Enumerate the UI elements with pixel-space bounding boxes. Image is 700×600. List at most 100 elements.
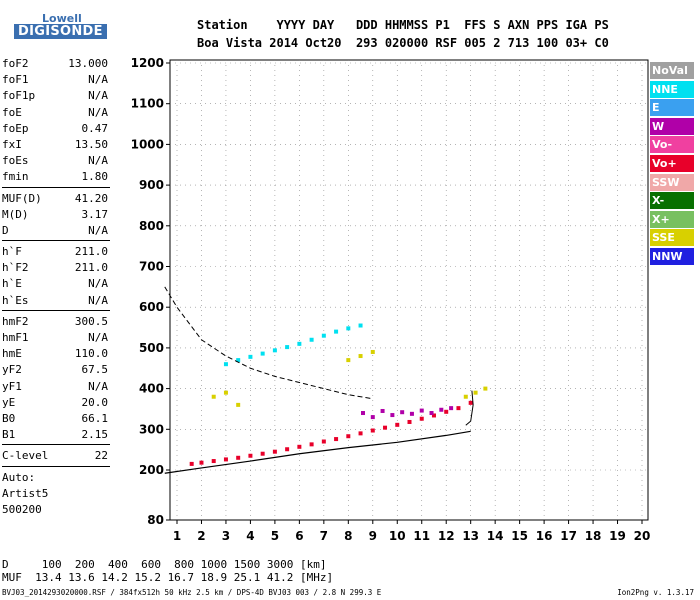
legend-item: NNE [650,80,694,98]
x-tick-label: 11 [413,529,430,543]
param-value: N/A [88,293,108,307]
data-point [309,337,314,342]
param-value: 300.5 [74,314,108,328]
param-row: yF2 67.5 [2,362,110,378]
param-divider [2,465,110,467]
param-value: 2.15 [81,428,109,442]
param-value: N/A [88,105,108,119]
param-value: 211.0 [74,245,108,259]
ionogram-chart: 1 2 3 4 5 6 7 8 9 10 11 12 13 14 15 16 17 18 19 20802003004… [131,56,651,543]
param-value: N/A [88,331,108,344]
data-point [390,413,395,418]
param-row: h`F 211.0 [2,244,110,260]
version-label: Ion2Png v. 1.3.17 [617,588,694,597]
param-name: D [2,223,9,237]
data-point [334,329,339,334]
data-point [272,348,277,353]
legend-item: SSW [650,173,694,191]
data-point [358,354,363,359]
legend-item: NoVal [650,62,694,79]
distance-row: D 100 200 400 600 800 1000 1500 3000 [km… [2,558,327,571]
y-tick-label: 1000 [131,137,164,151]
x-tick-label: 17 [560,529,577,543]
param-value: N/A [88,89,108,103]
x-tick-label: 10 [389,529,406,543]
muf-distance-table: D 100 200 400 600 800 1000 1500 3000 [km… [2,558,333,584]
data-point [236,402,241,407]
param-name: foEs [2,154,29,168]
param-row: M(D) 3.17 [2,207,110,223]
digisonde-logo: Lowell DIGISONDE [4,6,164,46]
data-point [211,394,216,399]
y-tick-label: 1100 [131,97,164,111]
param-row: D N/A [2,223,110,239]
data-point [429,411,434,416]
param-name: B1 [2,428,16,442]
data-point [383,425,388,430]
param-value: 1.80 [81,170,109,184]
param-row: h`Es N/A [2,293,110,309]
data-point [260,451,265,456]
data-point [248,453,253,458]
param-row: B1 2.15 [2,427,110,443]
data-point [473,390,478,395]
param-row: yF1 N/A [2,379,110,395]
x-tick-label: 16 [536,529,553,543]
param-name: foF1p [2,89,36,103]
data-point [370,428,375,433]
y-tick-label: 500 [139,341,164,355]
data-point [223,457,228,462]
param-value: N/A [88,277,108,291]
param-name: C-level [2,449,49,463]
y-tick-label: 700 [139,260,164,274]
param-value: 67.5 [81,363,109,377]
data-point [189,461,194,466]
x-tick-label: 2 [197,529,205,543]
x-tick-label: 7 [320,529,328,543]
param-row: foEs N/A [2,153,110,169]
y-tick-label: 1200 [131,56,164,70]
data-point [483,386,488,391]
param-value: 41.20 [74,191,108,205]
param-name: yE [2,395,16,409]
param-name: hmE [2,347,22,361]
profile-trace-line [465,390,474,426]
x-tick-label: 3 [222,529,230,543]
data-point [223,390,228,395]
param-row: hmF1 N/A [2,330,110,346]
header-line-2: Boa Vista 2014 Oct20 293 020000 RSF 005 … [197,36,609,50]
data-point [395,422,400,427]
data-point [449,406,454,411]
param-divider [2,240,110,242]
param-value: 13.000 [68,57,108,70]
param-row: hmF2 300.5 [2,314,110,330]
x-tick-label: 4 [246,529,254,543]
param-value: 13.50 [74,137,108,151]
data-point [346,326,351,331]
data-point [223,362,228,367]
data-point [400,410,405,415]
param-value: N/A [88,73,108,87]
param-row: foF1p N/A [2,88,110,104]
y-tick-label: 200 [139,463,164,477]
param-row: foF1 N/A [2,72,110,88]
y-tick-label: 300 [139,422,164,436]
data-point [407,419,412,424]
data-point [370,349,375,354]
param-value: N/A [88,223,108,237]
x-tick-label: 5 [271,529,279,543]
autoscale-info: Artist5 [2,486,49,500]
param-name: foF1 [2,73,29,87]
data-point [370,415,375,420]
y-tick-label: 800 [139,219,164,233]
param-row: B0 66.1 [2,411,110,427]
plot-area [169,59,649,521]
param-value: 3.17 [81,207,109,221]
data-point [456,406,461,411]
x-tick-label: 12 [438,529,455,543]
param-name: yF2 [2,363,22,377]
legend-item: SSE [650,229,694,247]
legend-item: X- [650,192,694,210]
param-name: hmF1 [2,331,29,344]
param-divider [2,309,110,311]
